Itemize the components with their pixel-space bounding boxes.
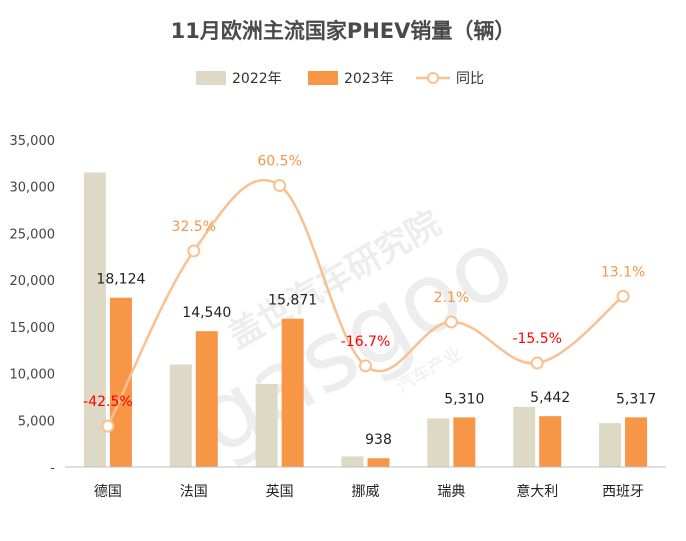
bar-2022 [169, 364, 192, 467]
legend-label-2023: 2023年 [344, 71, 394, 87]
x-tick-label: 德国 [94, 484, 122, 500]
bar-2022 [83, 172, 106, 468]
x-tick-label: 挪威 [352, 484, 380, 500]
bar-series [83, 172, 648, 468]
bar-2022 [255, 383, 278, 467]
y-axis: - 5,000 10,000 15,000 20,000 25,000 30,000 35,0… [10, 134, 56, 476]
yoy-marker [187, 244, 201, 258]
bar-2022 [341, 456, 364, 467]
x-tick-label: 西班牙 [602, 484, 644, 500]
x-tick-label: 瑞典 [437, 484, 465, 500]
yoy-data-label: -16.7% [341, 334, 391, 350]
yoy-data-label: -15.5% [512, 331, 562, 347]
bar-2023 [453, 417, 476, 467]
y-tick-label: 30,000 [10, 181, 56, 196]
bar-data-label: 5,442 [530, 390, 570, 406]
legend-marker-yoy [427, 72, 439, 84]
bar-2022 [427, 418, 450, 467]
yoy-data-label: -42.5% [83, 394, 133, 410]
legend-swatch-2023 [308, 71, 338, 85]
yoy-marker [444, 315, 458, 329]
bar-2023 [109, 297, 132, 467]
bar-2023 [625, 417, 648, 467]
y-tick-label: 15,000 [10, 321, 56, 336]
bar-2022 [599, 423, 622, 467]
chart-title: 11月欧洲主流国家PHEV销量（辆） [171, 19, 516, 43]
x-tick-label: 意大利 [516, 483, 558, 500]
y-tick-label: 25,000 [10, 227, 56, 242]
yoy-data-label: 13.1% [601, 264, 645, 280]
yoy-marker [530, 356, 544, 370]
bar-data-label: 18,124 [96, 272, 145, 288]
bar-2023 [367, 458, 390, 467]
bar-data-label: 5,317 [616, 391, 656, 407]
yoy-data-label: 60.5% [257, 154, 301, 170]
x-tick-label: 法国 [180, 484, 208, 500]
yoy-data-label: 32.5% [172, 219, 216, 235]
yoy-marker [101, 419, 115, 433]
x-axis: 德国 法国 英国 挪威 瑞典 意大利 西班牙 [94, 483, 644, 500]
bar-data-label: 14,540 [182, 305, 231, 321]
x-tick-label: 英国 [266, 483, 294, 500]
y-tick-label: 5,000 [18, 414, 55, 429]
bar-data-label: 15,871 [268, 293, 317, 309]
legend-label-2022: 2022年 [232, 71, 282, 87]
legend: 2022年 2023年 同比 [196, 71, 484, 87]
bar-2023 [195, 331, 218, 467]
yoy-marker [616, 289, 630, 303]
bar-2023 [539, 416, 562, 467]
legend-label-yoy: 同比 [456, 71, 484, 87]
y-tick-label: 10,000 [10, 368, 56, 383]
bar-data-label: 938 [365, 432, 392, 448]
y-tick-label: 35,000 [10, 134, 56, 149]
yoy-marker [359, 359, 372, 373]
y-tick-label: 20,000 [10, 274, 56, 289]
bar-2023 [281, 318, 304, 467]
yoy-marker [273, 179, 287, 193]
legend-swatch-2022 [196, 71, 226, 85]
y-tick-label: - [50, 461, 55, 476]
bar-data-label: 5,310 [444, 391, 484, 407]
bar-2022 [513, 406, 536, 467]
bar-data-labels: 18,124 14,540 15,871 938 5,310 5,442 5,317 [96, 272, 656, 449]
yoy-line-series: -42.5% 32.5% 60.5% -16.7% 2.1% -15.5% 13.1% [83, 154, 645, 433]
yoy-data-label: 2.1% [434, 290, 470, 306]
